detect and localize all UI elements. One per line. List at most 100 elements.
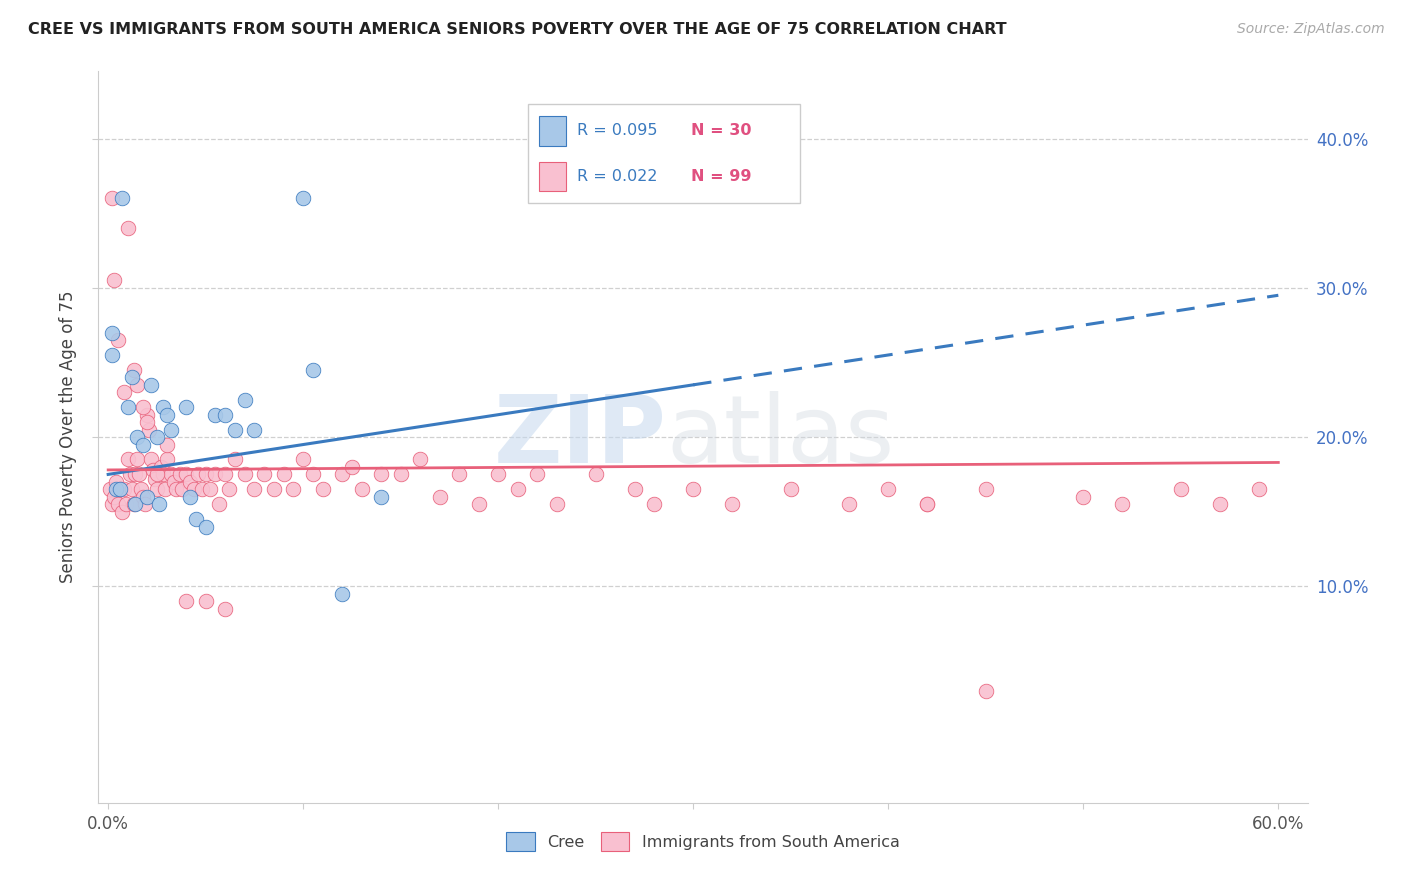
Point (292, 191, 315, 205)
Point (1209, 497, 1232, 511)
Point (409, 452, 432, 467)
Point (187, 467, 209, 482)
Point (194, 467, 217, 482)
Point (121, 483, 143, 497)
Y-axis label: Seniors Poverty Over the Age of 75: Seniors Poverty Over the Age of 75 (59, 291, 77, 583)
Point (214, 408, 236, 422)
Point (121, 370, 143, 384)
Point (156, 452, 179, 467)
Point (149, 459, 172, 474)
Point (146, 483, 169, 497)
Point (643, 497, 665, 511)
Point (132, 490, 155, 504)
Point (128, 467, 150, 482)
Point (124, 467, 146, 482)
Point (101, 497, 124, 511)
Point (159, 467, 181, 482)
Point (974, 683, 997, 698)
Point (136, 408, 159, 422)
Point (101, 348, 124, 362)
Point (108, 483, 131, 497)
Point (243, 423, 266, 437)
Point (838, 497, 860, 511)
Point (302, 363, 325, 377)
Point (1071, 490, 1094, 504)
Point (142, 463, 165, 477)
Point (191, 483, 214, 497)
Point (104, 475, 127, 489)
Point (974, 483, 997, 497)
Point (350, 483, 373, 497)
Point (122, 363, 145, 377)
Point (111, 505, 134, 519)
Point (104, 483, 127, 497)
Point (198, 483, 221, 497)
Point (159, 423, 181, 437)
Point (224, 452, 246, 467)
Point (117, 401, 139, 415)
Point (585, 467, 607, 482)
Point (138, 423, 160, 437)
Point (263, 483, 285, 497)
Point (127, 430, 149, 444)
Point (111, 191, 134, 205)
Point (108, 483, 131, 497)
Point (107, 497, 129, 511)
Text: Source: ZipAtlas.com: Source: ZipAtlas.com (1237, 22, 1385, 37)
Point (118, 467, 141, 482)
Point (136, 415, 159, 429)
Point (1111, 497, 1133, 511)
Point (204, 408, 226, 422)
Legend: Cree, Immigrants from South America: Cree, Immigrants from South America (499, 826, 907, 857)
Point (194, 519, 217, 533)
Point (139, 452, 162, 467)
Point (139, 377, 162, 392)
Point (146, 430, 169, 444)
Point (174, 594, 197, 608)
Point (101, 326, 124, 340)
Point (114, 497, 136, 511)
Point (370, 467, 392, 482)
Point (330, 587, 353, 601)
Point (224, 423, 246, 437)
Text: ZIP: ZIP (494, 391, 666, 483)
Point (127, 377, 149, 392)
Point (302, 467, 325, 482)
Point (112, 483, 135, 497)
Point (486, 467, 509, 482)
Point (214, 467, 236, 482)
Point (917, 497, 939, 511)
Point (163, 475, 186, 489)
Point (312, 483, 335, 497)
Point (174, 401, 197, 415)
Point (1170, 483, 1192, 497)
Point (132, 437, 155, 451)
Point (370, 490, 392, 504)
Point (233, 467, 256, 482)
Point (172, 483, 194, 497)
Point (467, 497, 489, 511)
Point (169, 467, 191, 482)
Text: atlas: atlas (666, 391, 896, 483)
Point (218, 483, 240, 497)
Point (623, 483, 645, 497)
Point (429, 490, 451, 504)
Point (103, 273, 125, 287)
Point (283, 483, 305, 497)
Point (779, 483, 801, 497)
Point (131, 483, 153, 497)
Point (165, 483, 187, 497)
Point (330, 467, 353, 482)
Point (117, 221, 139, 235)
Point (449, 467, 471, 482)
Point (179, 490, 201, 504)
Point (682, 483, 704, 497)
Point (174, 467, 197, 482)
Point (877, 483, 900, 497)
Point (243, 483, 266, 497)
Point (194, 594, 217, 608)
Point (179, 475, 201, 489)
Point (124, 497, 146, 511)
Point (148, 497, 170, 511)
Point (122, 497, 145, 511)
